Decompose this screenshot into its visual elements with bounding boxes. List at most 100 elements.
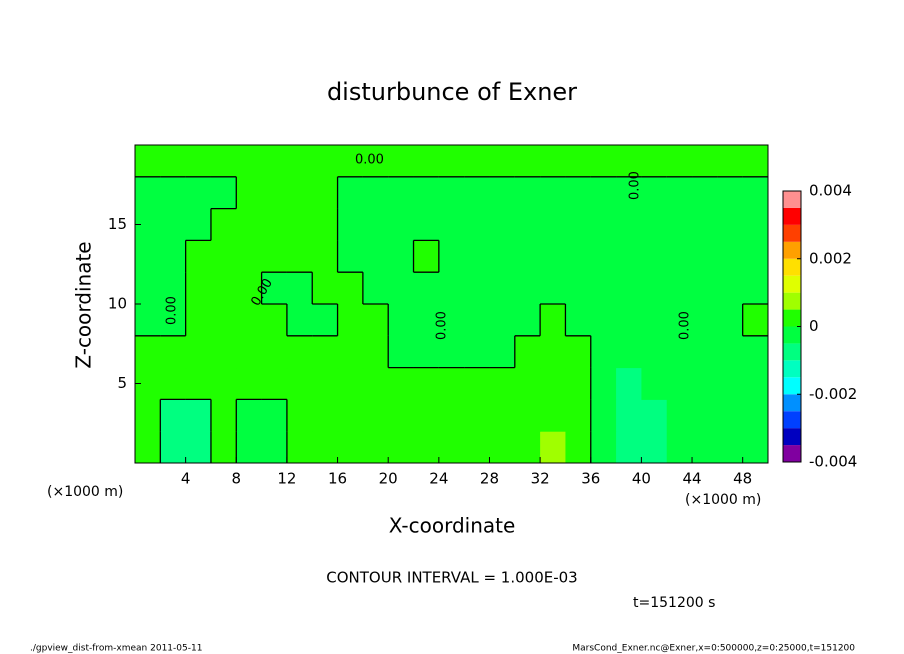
field-cell bbox=[210, 240, 237, 273]
field-cell bbox=[692, 272, 718, 305]
field-cell bbox=[413, 304, 440, 337]
x-tick-label: 24 bbox=[429, 470, 448, 488]
field-cell bbox=[286, 431, 313, 464]
field-cell bbox=[236, 367, 263, 400]
field bbox=[135, 145, 769, 464]
colorbar-band bbox=[783, 241, 801, 259]
field-cell bbox=[261, 176, 288, 210]
x-tick-label: 40 bbox=[632, 470, 651, 488]
field-cell bbox=[717, 208, 744, 241]
field-cell bbox=[337, 304, 364, 337]
field-cell bbox=[742, 304, 769, 337]
field-cell bbox=[514, 367, 541, 400]
field-cell bbox=[236, 304, 263, 337]
field-cell bbox=[692, 431, 718, 464]
colorbar-band bbox=[783, 377, 801, 395]
field-cell bbox=[286, 272, 313, 305]
contour-label: 0.00 bbox=[165, 296, 180, 325]
field-cell bbox=[641, 240, 668, 273]
field-cell bbox=[312, 272, 339, 305]
contour-label: 0.00 bbox=[435, 311, 450, 340]
time-label: t=151200 s bbox=[633, 595, 715, 611]
field-cell bbox=[286, 367, 313, 400]
field-cell bbox=[717, 176, 744, 210]
field-cell bbox=[210, 208, 237, 241]
y-tick-label: 15 bbox=[108, 215, 127, 233]
field-cell bbox=[362, 335, 389, 369]
field-cell bbox=[312, 208, 339, 241]
field-cell bbox=[489, 176, 516, 210]
contour-label: 0.00 bbox=[628, 171, 643, 200]
field-cell bbox=[337, 431, 364, 464]
field-cell bbox=[641, 272, 668, 305]
field-cell bbox=[616, 208, 642, 241]
field-cell bbox=[565, 208, 592, 241]
field-cell bbox=[438, 272, 465, 305]
field-cell bbox=[337, 145, 364, 178]
field-cell bbox=[742, 240, 769, 273]
field-cell bbox=[717, 399, 744, 432]
field-cell bbox=[742, 176, 769, 210]
field-cell bbox=[261, 208, 288, 241]
field-cell bbox=[666, 399, 693, 432]
field-cell bbox=[565, 240, 592, 273]
field-cell bbox=[692, 208, 718, 241]
field-cell bbox=[286, 176, 313, 210]
x-tick-label: 32 bbox=[531, 470, 550, 488]
colorbar-band bbox=[783, 360, 801, 378]
field-cell bbox=[666, 431, 693, 464]
field-cell bbox=[717, 304, 744, 337]
field-cell bbox=[464, 431, 490, 464]
field-cell bbox=[160, 304, 187, 337]
field-cell bbox=[388, 176, 415, 210]
field-cell bbox=[261, 431, 288, 464]
field-cell bbox=[236, 335, 263, 369]
field-cell bbox=[514, 399, 541, 432]
colorbar-band bbox=[783, 207, 801, 225]
field-cell bbox=[666, 145, 693, 178]
colorbar-tick-label: 0.004 bbox=[809, 182, 852, 200]
field-cell bbox=[135, 304, 161, 337]
field-cell bbox=[489, 431, 516, 464]
field-cell bbox=[362, 304, 389, 337]
colorbar-band bbox=[783, 428, 801, 446]
field-cell bbox=[717, 145, 744, 178]
field-cell bbox=[641, 399, 668, 432]
field-cell bbox=[742, 399, 769, 432]
field-cell bbox=[135, 335, 161, 369]
x-tick-label: 20 bbox=[379, 470, 398, 488]
field-cell bbox=[717, 335, 744, 369]
colorbar-tick-label: -0.004 bbox=[809, 453, 857, 471]
field-cell bbox=[388, 272, 415, 305]
field-cell bbox=[135, 272, 161, 305]
field-cell bbox=[540, 272, 566, 305]
y-tick-label: 10 bbox=[108, 295, 127, 313]
field-cell bbox=[590, 176, 617, 210]
field-cell bbox=[489, 272, 516, 305]
field-cell bbox=[717, 272, 744, 305]
field-cell bbox=[489, 399, 516, 432]
field-cell bbox=[464, 272, 490, 305]
field-cell bbox=[540, 431, 566, 464]
colorbar-band bbox=[783, 309, 801, 327]
colorbar-band bbox=[783, 275, 801, 293]
field-cell bbox=[337, 240, 364, 273]
field-cell bbox=[388, 304, 415, 337]
field-cell bbox=[337, 272, 364, 305]
field-cell bbox=[692, 335, 718, 369]
field-cell bbox=[160, 145, 187, 178]
x-tick-label: 12 bbox=[277, 470, 296, 488]
field-cell bbox=[464, 367, 490, 400]
field-cell bbox=[641, 431, 668, 464]
field-cell bbox=[438, 145, 465, 178]
field-cell bbox=[692, 176, 718, 210]
field-cell bbox=[742, 208, 769, 241]
field-cell bbox=[717, 367, 744, 400]
field-cell bbox=[616, 176, 642, 210]
field-cell bbox=[337, 335, 364, 369]
field-cell bbox=[160, 335, 187, 369]
field-cell bbox=[514, 176, 541, 210]
field-cell bbox=[388, 431, 415, 464]
footer-right: MarsCond_Exner.nc@Exner,x=0:500000,z=0:2… bbox=[572, 644, 855, 654]
field-cell bbox=[666, 272, 693, 305]
